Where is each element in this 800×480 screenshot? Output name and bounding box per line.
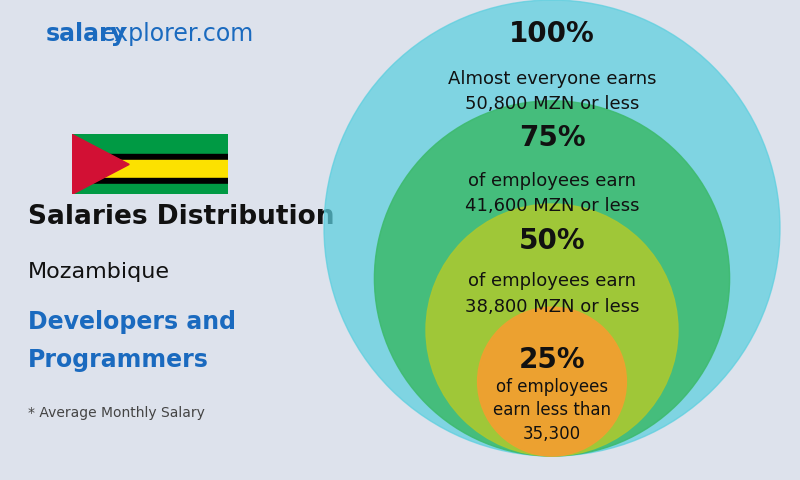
Text: * Average Monthly Salary: * Average Monthly Salary bbox=[28, 406, 205, 420]
Circle shape bbox=[478, 307, 626, 456]
Circle shape bbox=[324, 0, 780, 456]
Circle shape bbox=[374, 101, 730, 456]
Text: explorer.com: explorer.com bbox=[100, 22, 254, 46]
Text: 75%: 75% bbox=[518, 124, 586, 152]
Text: of employees earn
38,800 MZN or less: of employees earn 38,800 MZN or less bbox=[465, 273, 639, 315]
Text: salary: salary bbox=[46, 22, 126, 46]
Circle shape bbox=[426, 204, 678, 456]
Bar bbox=[72, 134, 228, 154]
Bar bbox=[72, 184, 228, 194]
Text: Mozambique: Mozambique bbox=[28, 262, 170, 282]
Text: 50%: 50% bbox=[518, 227, 586, 255]
Text: of employees earn
41,600 MZN or less: of employees earn 41,600 MZN or less bbox=[465, 172, 639, 215]
Text: Developers and: Developers and bbox=[28, 310, 236, 334]
Text: of employees
earn less than
35,300: of employees earn less than 35,300 bbox=[493, 378, 611, 443]
Bar bbox=[72, 178, 228, 184]
Text: 25%: 25% bbox=[518, 346, 586, 374]
Text: Programmers: Programmers bbox=[28, 348, 209, 372]
Polygon shape bbox=[72, 134, 130, 194]
Text: Almost everyone earns
50,800 MZN or less: Almost everyone earns 50,800 MZN or less bbox=[448, 70, 656, 113]
Text: 100%: 100% bbox=[509, 20, 595, 48]
Bar bbox=[72, 154, 228, 160]
Text: Salaries Distribution: Salaries Distribution bbox=[28, 204, 334, 230]
Bar bbox=[72, 160, 228, 178]
